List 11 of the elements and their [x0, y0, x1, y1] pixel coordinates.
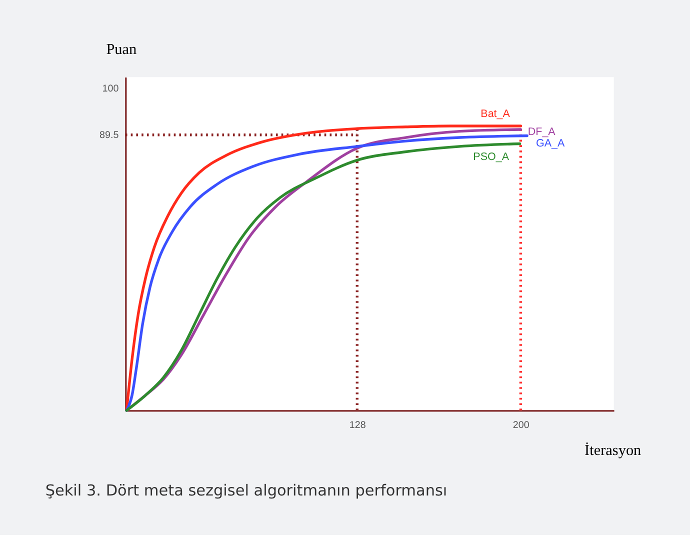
x-axis-title: İterasyon [584, 442, 642, 459]
x-tick-label: 200 [512, 420, 530, 431]
series-label: DF_A [528, 126, 556, 138]
y-tick-label: 89.5 [100, 130, 120, 141]
series-label: GA_A [536, 138, 566, 150]
y-axis-title: Puan [106, 41, 138, 58]
y-tick-label: 100 [102, 83, 120, 94]
series-label: PSO_A [473, 150, 510, 163]
series-label: Bat_A [480, 108, 511, 120]
text: Şekil 3. Dört meta sezgisel algoritmanın performansı [45, 482, 448, 500]
x-tick-label: 128 [349, 420, 366, 431]
